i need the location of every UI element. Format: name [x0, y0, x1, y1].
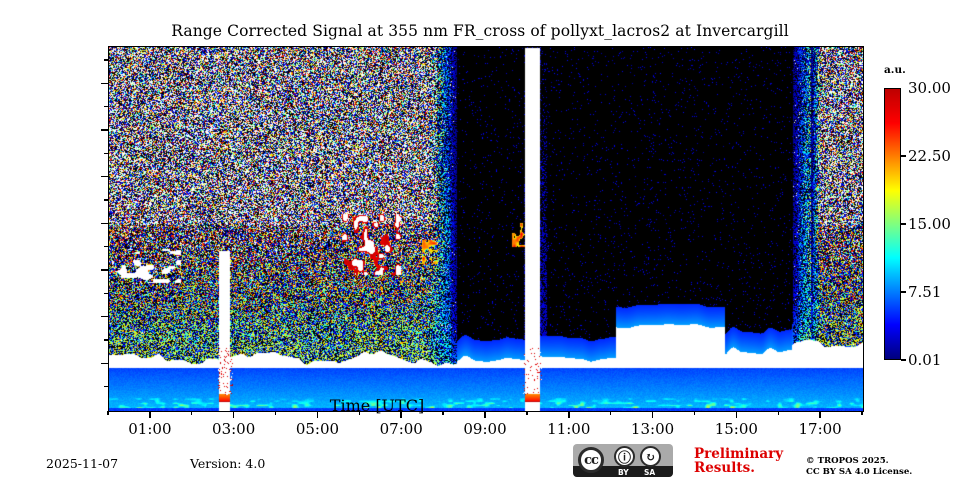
x-tick-mark: [232, 411, 235, 419]
x-minor-tick: [777, 411, 779, 416]
copyright-note: © TROPOS 2025. CC BY SA 4.0 License.: [806, 456, 912, 477]
y-minor-tick: [104, 199, 108, 201]
heatmap-canvas: [109, 47, 863, 411]
y-minor-tick: [104, 245, 108, 248]
colorbar-tick-mark: [901, 359, 906, 361]
copyright-line-2: CC BY SA 4.0 License.: [806, 466, 913, 477]
x-tick-mark: [567, 411, 570, 419]
y-minor-tick: [104, 339, 108, 341]
colorbar-tick-label: 15.00: [908, 215, 951, 234]
by-person-icon: ⓘ: [614, 446, 635, 467]
y-minor-tick: [104, 292, 108, 295]
colorbar: [884, 88, 901, 360]
x-axis-label: Time [UTC]: [329, 396, 425, 415]
x-minor-tick: [861, 411, 863, 416]
sa-share-alike-icon: ↻: [640, 446, 661, 467]
y-tick-mark: [101, 82, 108, 85]
x-tick-label: 11:00: [547, 420, 591, 438]
x-tick-label: 07:00: [379, 420, 423, 438]
cc-license-badge[interactable]: cc ⓘ ↻ BY SA: [573, 444, 673, 477]
colorbar-tick-label: 22.50: [908, 147, 951, 166]
version-text: Version: 4.0: [190, 456, 266, 471]
x-minor-tick: [107, 411, 109, 416]
colorbar-tick-mark: [901, 155, 906, 157]
y-minor-tick: [104, 385, 108, 388]
x-tick-label: 03:00: [212, 420, 256, 438]
y-minor-tick: [104, 59, 108, 61]
colorbar-unit-label: a.u.: [884, 64, 906, 76]
cc-icon: cc: [578, 447, 604, 473]
x-minor-tick: [526, 411, 528, 416]
colorbar-tick-label: 0.01: [908, 351, 942, 369]
x-tick-label: 17:00: [798, 420, 842, 438]
x-minor-tick: [442, 411, 444, 416]
y-minor-tick: [104, 105, 108, 108]
colorbar-tick-mark: [901, 291, 906, 293]
x-minor-tick: [609, 411, 612, 416]
badge-strip: [573, 466, 673, 477]
y-tick-mark: [101, 222, 108, 225]
x-tick-mark: [149, 411, 151, 419]
x-tick-label: 13:00: [630, 420, 675, 438]
x-minor-tick: [358, 411, 361, 416]
x-tick-mark: [400, 411, 403, 419]
colorbar-tick-label: 7.51: [908, 282, 942, 301]
plot-area: [108, 46, 864, 412]
x-minor-tick: [693, 411, 696, 416]
sa-label: SA: [644, 468, 656, 477]
page-title: Range Corrected Signal at 355 nm FR_cros…: [171, 22, 789, 40]
x-tick-label: 05:00: [295, 420, 340, 438]
x-minor-tick: [274, 411, 277, 416]
x-tick-label: 01:00: [128, 420, 172, 438]
y-tick-mark: [101, 129, 108, 131]
x-tick-mark: [651, 411, 654, 419]
x-tick-label: 09:00: [463, 420, 507, 438]
by-label: BY: [618, 468, 629, 477]
preliminary-results-note: Preliminary Results.: [694, 446, 784, 476]
copyright-line-1: © TROPOS 2025.: [806, 456, 889, 466]
y-tick-mark: [101, 315, 108, 318]
y-tick-mark: [101, 175, 108, 178]
colorbar-gradient: [884, 88, 901, 360]
colorbar-tick-mark: [901, 223, 906, 225]
x-tick-label: 15:00: [714, 420, 758, 438]
y-minor-tick: [104, 152, 108, 155]
x-tick-mark: [819, 411, 821, 419]
x-minor-tick: [191, 411, 193, 416]
x-tick-mark: [316, 411, 319, 419]
date-text: 2025-11-07: [46, 456, 119, 471]
y-tick-mark: [101, 269, 108, 271]
x-tick-mark: [735, 411, 738, 419]
x-tick-mark: [484, 411, 486, 419]
colorbar-tick-label: 30.00: [908, 79, 951, 97]
y-tick-mark: [101, 362, 108, 365]
